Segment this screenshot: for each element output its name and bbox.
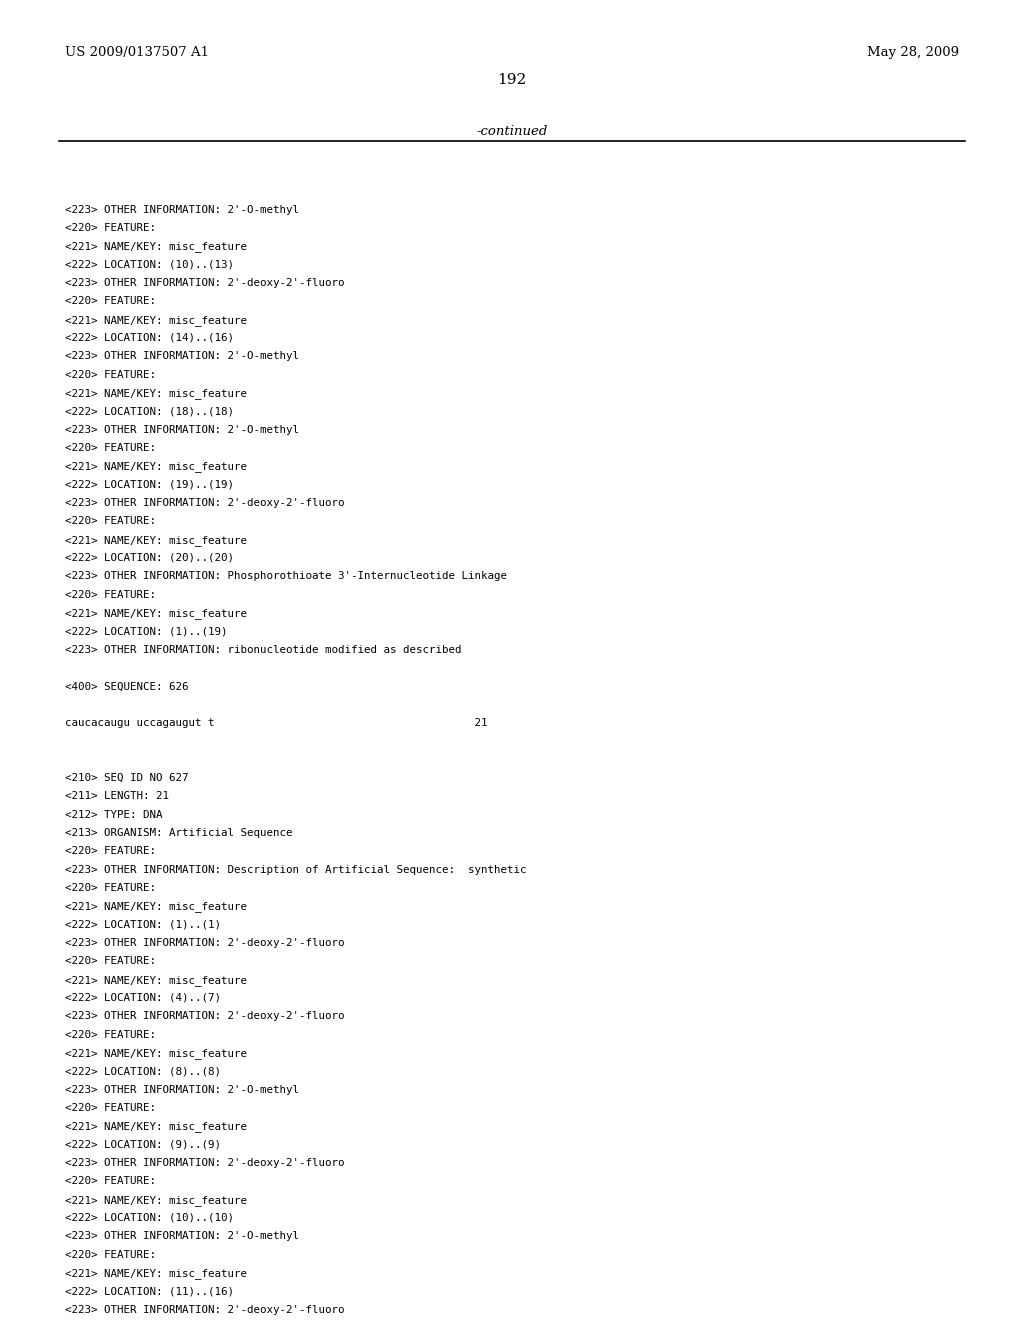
Text: <221> NAME/KEY: misc_feature: <221> NAME/KEY: misc_feature bbox=[65, 1195, 247, 1205]
Text: <222> LOCATION: (4)..(7): <222> LOCATION: (4)..(7) bbox=[65, 993, 220, 1003]
Text: <222> LOCATION: (14)..(16): <222> LOCATION: (14)..(16) bbox=[65, 333, 233, 343]
Text: <223> OTHER INFORMATION: 2'-deoxy-2'-fluoro: <223> OTHER INFORMATION: 2'-deoxy-2'-flu… bbox=[65, 498, 344, 508]
Text: <222> LOCATION: (9)..(9): <222> LOCATION: (9)..(9) bbox=[65, 1139, 220, 1150]
Text: <220> FEATURE:: <220> FEATURE: bbox=[65, 1176, 156, 1187]
Text: <222> LOCATION: (1)..(19): <222> LOCATION: (1)..(19) bbox=[65, 626, 227, 636]
Text: <220> FEATURE:: <220> FEATURE: bbox=[65, 590, 156, 599]
Text: <220> FEATURE:: <220> FEATURE: bbox=[65, 223, 156, 232]
Text: <221> NAME/KEY: misc_feature: <221> NAME/KEY: misc_feature bbox=[65, 535, 247, 545]
Text: <220> FEATURE:: <220> FEATURE: bbox=[65, 296, 156, 306]
Text: <211> LENGTH: 21: <211> LENGTH: 21 bbox=[65, 791, 169, 801]
Text: <223> OTHER INFORMATION: 2'-deoxy-2'-fluoro: <223> OTHER INFORMATION: 2'-deoxy-2'-flu… bbox=[65, 939, 344, 948]
Text: <222> LOCATION: (11)..(16): <222> LOCATION: (11)..(16) bbox=[65, 1286, 233, 1296]
Text: <210> SEQ ID NO 627: <210> SEQ ID NO 627 bbox=[65, 774, 188, 783]
Text: <220> FEATURE:: <220> FEATURE: bbox=[65, 1104, 156, 1113]
Text: <223> OTHER INFORMATION: 2'-O-methyl: <223> OTHER INFORMATION: 2'-O-methyl bbox=[65, 205, 299, 215]
Text: <221> NAME/KEY: misc_feature: <221> NAME/KEY: misc_feature bbox=[65, 314, 247, 326]
Text: -continued: -continued bbox=[476, 125, 548, 139]
Text: <222> LOCATION: (20)..(20): <222> LOCATION: (20)..(20) bbox=[65, 553, 233, 562]
Text: <222> LOCATION: (19)..(19): <222> LOCATION: (19)..(19) bbox=[65, 479, 233, 490]
Text: <220> FEATURE:: <220> FEATURE: bbox=[65, 1250, 156, 1259]
Text: <221> NAME/KEY: misc_feature: <221> NAME/KEY: misc_feature bbox=[65, 388, 247, 399]
Text: <221> NAME/KEY: misc_feature: <221> NAME/KEY: misc_feature bbox=[65, 1269, 247, 1279]
Text: <223> OTHER INFORMATION: 2'-deoxy-2'-fluoro: <223> OTHER INFORMATION: 2'-deoxy-2'-flu… bbox=[65, 279, 344, 288]
Text: <221> NAME/KEY: misc_feature: <221> NAME/KEY: misc_feature bbox=[65, 974, 247, 986]
Text: caucacaugu uccagaugut t                                        21: caucacaugu uccagaugut t 21 bbox=[65, 718, 487, 727]
Text: <220> FEATURE:: <220> FEATURE: bbox=[65, 883, 156, 892]
Text: <223> OTHER INFORMATION: Phosphorothioate 3'-Internucleotide Linkage: <223> OTHER INFORMATION: Phosphorothioat… bbox=[65, 572, 507, 581]
Text: <221> NAME/KEY: misc_feature: <221> NAME/KEY: misc_feature bbox=[65, 461, 247, 473]
Text: <221> NAME/KEY: misc_feature: <221> NAME/KEY: misc_feature bbox=[65, 1048, 247, 1059]
Text: <222> LOCATION: (1)..(1): <222> LOCATION: (1)..(1) bbox=[65, 920, 220, 929]
Text: <223> OTHER INFORMATION: 2'-O-methyl: <223> OTHER INFORMATION: 2'-O-methyl bbox=[65, 425, 299, 434]
Text: <213> ORGANISM: Artificial Sequence: <213> ORGANISM: Artificial Sequence bbox=[65, 828, 292, 838]
Text: <221> NAME/KEY: misc_feature: <221> NAME/KEY: misc_feature bbox=[65, 242, 247, 252]
Text: <223> OTHER INFORMATION: 2'-O-methyl: <223> OTHER INFORMATION: 2'-O-methyl bbox=[65, 1085, 299, 1094]
Text: <220> FEATURE:: <220> FEATURE: bbox=[65, 444, 156, 453]
Text: <223> OTHER INFORMATION: Description of Artificial Sequence:  synthetic: <223> OTHER INFORMATION: Description of … bbox=[65, 865, 526, 875]
Text: <221> NAME/KEY: misc_feature: <221> NAME/KEY: misc_feature bbox=[65, 609, 247, 619]
Text: <223> OTHER INFORMATION: 2'-deoxy-2'-fluoro: <223> OTHER INFORMATION: 2'-deoxy-2'-flu… bbox=[65, 1304, 344, 1315]
Text: <222> LOCATION: (18)..(18): <222> LOCATION: (18)..(18) bbox=[65, 407, 233, 416]
Text: <400> SEQUENCE: 626: <400> SEQUENCE: 626 bbox=[65, 681, 188, 692]
Text: <223> OTHER INFORMATION: 2'-O-methyl: <223> OTHER INFORMATION: 2'-O-methyl bbox=[65, 351, 299, 362]
Text: 192: 192 bbox=[498, 73, 526, 87]
Text: <221> NAME/KEY: misc_feature: <221> NAME/KEY: misc_feature bbox=[65, 902, 247, 912]
Text: <220> FEATURE:: <220> FEATURE: bbox=[65, 1030, 156, 1040]
Text: <221> NAME/KEY: misc_feature: <221> NAME/KEY: misc_feature bbox=[65, 1121, 247, 1133]
Text: <222> LOCATION: (10)..(10): <222> LOCATION: (10)..(10) bbox=[65, 1213, 233, 1222]
Text: <220> FEATURE:: <220> FEATURE: bbox=[65, 846, 156, 857]
Text: US 2009/0137507 A1: US 2009/0137507 A1 bbox=[65, 46, 209, 59]
Text: <220> FEATURE:: <220> FEATURE: bbox=[65, 516, 156, 527]
Text: <222> LOCATION: (10)..(13): <222> LOCATION: (10)..(13) bbox=[65, 260, 233, 269]
Text: <223> OTHER INFORMATION: 2'-deoxy-2'-fluoro: <223> OTHER INFORMATION: 2'-deoxy-2'-flu… bbox=[65, 1158, 344, 1168]
Text: <223> OTHER INFORMATION: ribonucleotide modified as described: <223> OTHER INFORMATION: ribonucleotide … bbox=[65, 644, 461, 655]
Text: <223> OTHER INFORMATION: 2'-O-methyl: <223> OTHER INFORMATION: 2'-O-methyl bbox=[65, 1232, 299, 1241]
Text: <212> TYPE: DNA: <212> TYPE: DNA bbox=[65, 809, 162, 820]
Text: May 28, 2009: May 28, 2009 bbox=[867, 46, 959, 59]
Text: <222> LOCATION: (8)..(8): <222> LOCATION: (8)..(8) bbox=[65, 1067, 220, 1076]
Text: <223> OTHER INFORMATION: 2'-deoxy-2'-fluoro: <223> OTHER INFORMATION: 2'-deoxy-2'-flu… bbox=[65, 1011, 344, 1022]
Text: <220> FEATURE:: <220> FEATURE: bbox=[65, 370, 156, 380]
Text: <220> FEATURE:: <220> FEATURE: bbox=[65, 956, 156, 966]
